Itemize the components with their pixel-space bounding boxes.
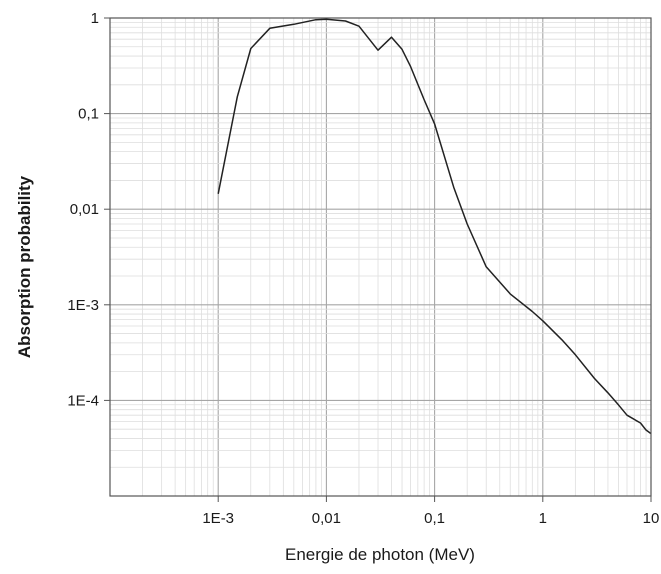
y-tick-label: 0,1: [78, 106, 99, 123]
data-line: [217, 18, 652, 435]
y-axis-title: Absorption probability: [15, 175, 34, 358]
data-line-layer: [217, 18, 652, 435]
x-axis-ticks: 1E-3 0,01 0,1 1 10: [202, 496, 659, 527]
y-tick-label: 0,01: [70, 201, 99, 218]
x-tick-label: 1: [539, 510, 547, 527]
x-tick-label: 0,01: [312, 510, 341, 527]
x-tick-label: 10: [643, 510, 660, 527]
plot-frame: [109, 17, 652, 497]
y-tick-label: 1: [91, 10, 99, 27]
y-tick-label: 1E-3: [67, 297, 99, 314]
x-tick-label: 1E-3: [202, 510, 234, 527]
plot-background: [110, 18, 651, 496]
x-axis-title: Energie de photon (MeV): [285, 545, 475, 564]
y-tick-label: 1E-4: [67, 392, 99, 409]
x-tick-label: 0,1: [424, 510, 445, 527]
y-axis-ticks: 1 0,1 0,01 1E-3 1E-4: [67, 10, 110, 409]
